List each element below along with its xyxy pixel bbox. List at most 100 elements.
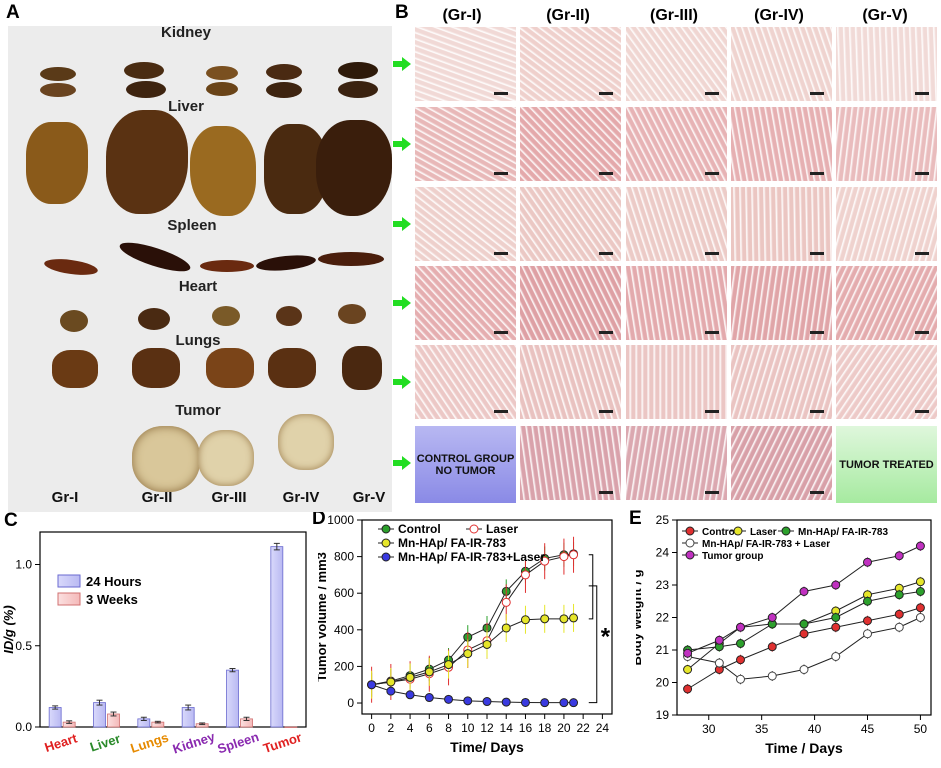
scale-bar — [599, 491, 613, 494]
green-arrow-icon — [393, 137, 411, 151]
data-point — [463, 649, 473, 659]
data-point — [540, 614, 550, 624]
data-point — [767, 671, 777, 681]
organ-title-spleen: Spleen — [167, 217, 217, 234]
legend-label: Control — [398, 522, 441, 536]
x-tick-label: 4 — [407, 721, 414, 735]
spleen-2 — [117, 237, 193, 277]
data-point — [894, 622, 904, 632]
kidney-4b — [266, 82, 302, 98]
legend-label: Mn-HAp/ FA-IR-783 — [798, 527, 888, 538]
panel-label-c: C — [4, 510, 18, 531]
tumor-2 — [132, 426, 200, 492]
histology-tile — [626, 426, 727, 500]
data-point — [736, 674, 745, 684]
category-label-tumor: Tumor — [261, 729, 303, 755]
scale-bar — [599, 331, 613, 334]
green-arrow-icon — [393, 456, 411, 470]
data-point — [463, 696, 473, 706]
data-point — [540, 556, 550, 566]
panel-label-b: B — [395, 2, 409, 23]
data-point — [863, 596, 872, 606]
x-tick-label: 24 — [596, 721, 610, 735]
x-tick-label: 10 — [461, 721, 475, 735]
histology-tile — [415, 187, 516, 261]
x-tick-label: 40 — [808, 722, 822, 736]
column-header-gr4: (Gr-IV) — [754, 7, 804, 24]
legend-marker — [381, 552, 391, 562]
scale-bar — [915, 92, 929, 95]
data-point — [915, 603, 925, 613]
panel-label-e: E — [629, 508, 642, 529]
column-header-gr2: (Gr-II) — [546, 7, 590, 24]
histology-tile — [836, 266, 937, 340]
data-point — [894, 551, 904, 561]
organ-photo-panel: Kidney Liver Spleen Heart Lungs Tumor Gr… — [8, 24, 392, 512]
histology-tile — [731, 345, 832, 419]
data-point — [501, 623, 511, 633]
scale-bar — [705, 491, 719, 494]
y-axis-label: ID/g (%) — [1, 605, 16, 653]
data-point — [799, 629, 809, 639]
y-tick-label: 0.5 — [15, 639, 32, 653]
histology-tile — [836, 187, 937, 261]
data-point — [831, 622, 841, 632]
scale-bar — [599, 252, 613, 255]
histology-tile — [731, 107, 832, 181]
data-point — [831, 580, 841, 590]
organ-title-heart: Heart — [178, 278, 218, 295]
y-axis-label: Tumor volume / mm3 — [318, 552, 329, 682]
category-label-spleen: Spleen — [216, 729, 261, 756]
scale-bar — [705, 410, 719, 413]
data-point — [520, 697, 530, 707]
data-point — [559, 614, 569, 624]
data-point — [520, 615, 530, 625]
legend-marker — [685, 538, 695, 548]
organ-title-lungs: Lungs — [175, 332, 221, 349]
y-tick-label: 200 — [334, 659, 354, 673]
data-point — [424, 667, 434, 677]
green-arrow-icon — [393, 375, 411, 389]
data-point — [683, 665, 693, 674]
scale-bar — [915, 252, 929, 255]
heart-3 — [212, 306, 240, 326]
scale-bar — [810, 172, 824, 175]
legend-swatch — [57, 592, 81, 606]
spleen-4 — [255, 252, 317, 274]
kidney-5b — [338, 81, 378, 98]
legend-marker — [733, 526, 743, 536]
y-tick-label: 19 — [656, 708, 670, 722]
x-tick-label: 8 — [445, 721, 452, 735]
tumor-3 — [198, 430, 254, 486]
data-point — [831, 613, 841, 622]
plot-frame — [39, 531, 307, 728]
panel-label-d: D — [312, 508, 326, 529]
y-tick-label: 23 — [656, 578, 670, 592]
x-axis-label: Time/ Days — [450, 739, 524, 755]
category-label-kidney: Kidney — [171, 729, 218, 757]
histology-tile — [626, 27, 727, 101]
scale-bar — [915, 331, 929, 334]
control-group-box: CONTROL GROUP NO TUMOR — [415, 426, 516, 503]
bar-24h-spleen — [226, 669, 239, 728]
heart-5 — [338, 304, 366, 324]
histology-tile — [731, 426, 832, 500]
legend-marker — [685, 550, 695, 560]
data-point — [863, 629, 872, 639]
kidney-2 — [124, 62, 164, 79]
histology-tile — [626, 107, 727, 181]
lungs-2 — [132, 348, 180, 388]
category-label-liver: Liver — [88, 731, 122, 755]
spleen-1 — [43, 256, 99, 278]
x-tick-label: 2 — [388, 721, 395, 735]
chart-d: 0 2 4 6 8 10 12 14 16 18 20 22 2402004006008001000Ti… — [318, 513, 613, 755]
organ-title-liver: Liver — [168, 98, 204, 115]
bracket-upper — [588, 554, 594, 620]
x-tick-label: 20 — [557, 721, 571, 735]
data-point — [520, 570, 530, 580]
scale-bar — [810, 410, 824, 413]
histology-tile — [626, 266, 727, 340]
data-point — [736, 655, 745, 665]
histology-tile — [626, 187, 727, 261]
tumor-treated-box: TUMOR TREATED — [836, 426, 937, 503]
